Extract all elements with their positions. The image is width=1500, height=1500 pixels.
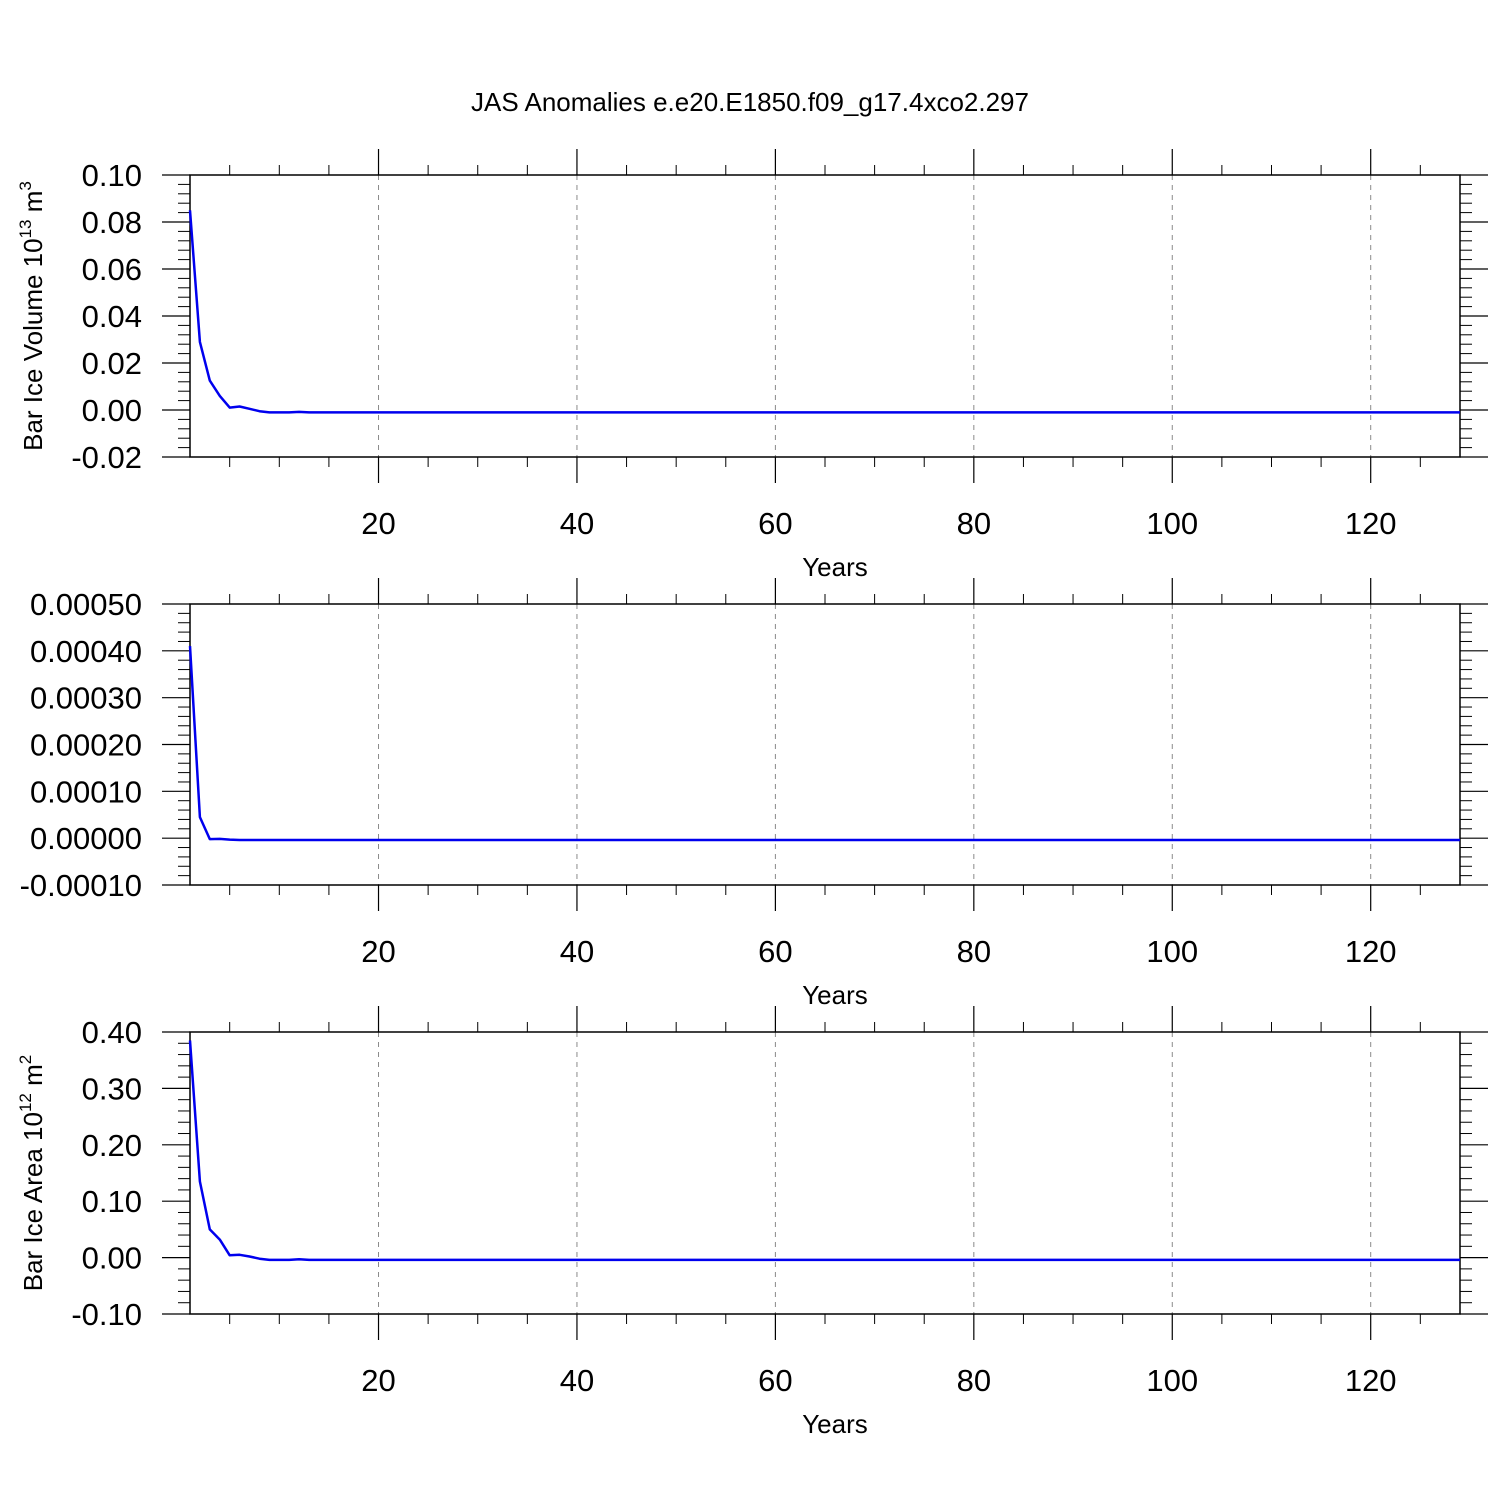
plot-frame: [189, 174, 1461, 458]
data-series-line: [188, 210, 1460, 414]
y-axis-label-sup: 13: [16, 219, 35, 238]
chart-title: JAS Anomalies e.e20.E1850.f09_g17.4xco2.…: [471, 87, 1029, 117]
y-tick-label: 0.00: [82, 1241, 142, 1276]
x-tick-label: 80: [957, 506, 991, 541]
x-tick-label: 120: [1345, 506, 1397, 541]
y-tick-label: 0.00000: [30, 821, 142, 856]
x-tick-label: 20: [361, 934, 395, 969]
y-tick-label: 0.00040: [30, 634, 142, 669]
x-tick-label: 100: [1146, 934, 1198, 969]
y-axis-label-unit-sup: 3: [16, 181, 35, 190]
y-axis-label-text: Bar Ice Volume 10: [18, 238, 48, 450]
y-tick-label: -0.02: [71, 440, 142, 475]
x-tick-label: 80: [957, 1363, 991, 1398]
y-axis-label-unit: m: [18, 1064, 48, 1093]
x-tick-label: 120: [1345, 934, 1397, 969]
x-axis-label: Years: [802, 1409, 868, 1439]
y-tick-label: 0.30: [82, 1071, 142, 1106]
x-tick-label: 80: [957, 934, 991, 969]
y-tick-label: 0.00050: [30, 587, 142, 622]
y-axis-label-text: Bar Ice Area 10: [18, 1112, 48, 1291]
data-series-line: [188, 646, 1460, 842]
x-tick-label: 60: [758, 506, 792, 541]
plot-panel-2: 20 40 60 80 100 120 -0.00010 0.00000 0.00010 0.00…: [20, 578, 1488, 1010]
x-tick-label: 60: [758, 1363, 792, 1398]
y-tick-label: 0.02: [82, 346, 142, 381]
y-tick-label: 0.00010: [30, 774, 142, 809]
y-tick-label: -0.10: [71, 1297, 142, 1332]
y-tick-label: 0.06: [82, 252, 142, 287]
plot-panel-1: 20 40 60 80 100 120 -0.02 0.00 0.02 0.04 0.06 0.08 0…: [16, 149, 1488, 582]
x-tick-label: 40: [560, 506, 594, 541]
y-tick-label: 0.40: [82, 1015, 142, 1050]
x-tick-label: 40: [560, 1363, 594, 1398]
y-tick-label: -0.00010: [20, 868, 142, 903]
y-tick-label: 0.00020: [30, 728, 142, 763]
y-tick-label: 0.10: [82, 1184, 142, 1219]
x-tick-label: 120: [1345, 1363, 1397, 1398]
x-tick-label: 20: [361, 1363, 395, 1398]
y-axis-label-sup: 12: [16, 1093, 35, 1112]
y-axis-label-unit: m: [18, 191, 48, 220]
x-tick-label: 20: [361, 506, 395, 541]
x-axis-label: Years: [802, 552, 868, 582]
y-tick-label: 0.08: [82, 205, 142, 240]
y-tick-label: 0.00030: [30, 681, 142, 716]
y-axis-label: Bar Ice Area 1012 m2: [16, 1055, 48, 1292]
plot-frame: [189, 1031, 1461, 1315]
y-axis-label-unit-sup: 2: [16, 1055, 35, 1064]
y-tick-label: 0.04: [82, 299, 142, 334]
x-tick-label: 40: [560, 934, 594, 969]
y-axis-label: Bar Ice Volume 1013 m3: [16, 181, 48, 451]
y-tick-label: 0.20: [82, 1128, 142, 1163]
y-tick-label: 0.10: [82, 158, 142, 193]
x-axis-label: Years: [802, 980, 868, 1010]
x-tick-label: 100: [1146, 1363, 1198, 1398]
x-tick-label: 100: [1146, 506, 1198, 541]
plot-panel-3: 20 40 60 80 100 120 -0.10 0.00 0.10 0.20 0.30 0.40 Y…: [16, 1006, 1488, 1439]
y-tick-label: 0.00: [82, 393, 142, 428]
data-series-line: [188, 1040, 1460, 1262]
plot-frame: [189, 603, 1461, 886]
x-tick-label: 60: [758, 934, 792, 969]
